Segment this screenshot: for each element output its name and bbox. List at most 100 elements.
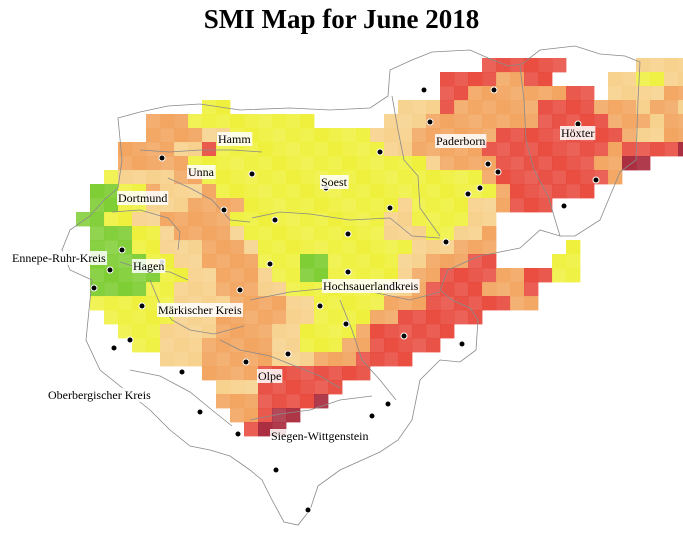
smi-cell xyxy=(468,240,483,255)
station-points xyxy=(90,86,600,514)
smi-cell xyxy=(412,226,427,241)
smi-cell xyxy=(538,58,553,73)
smi-cell xyxy=(482,184,497,199)
smi-cell xyxy=(202,142,217,157)
smi-cell xyxy=(90,268,105,283)
smi-cell xyxy=(202,282,217,297)
smi-cell xyxy=(678,72,683,87)
smi-cell xyxy=(566,254,581,269)
smi-cell xyxy=(440,100,455,115)
smi-cell xyxy=(650,142,665,157)
smi-cell xyxy=(230,184,245,199)
smi-cell xyxy=(342,324,357,339)
smi-cell xyxy=(384,114,399,129)
smi-cell xyxy=(342,128,357,143)
smi-cell xyxy=(300,128,315,143)
smi-cell xyxy=(370,184,385,199)
smi-cell xyxy=(538,100,553,115)
smi-cell xyxy=(580,142,595,157)
smi-cell xyxy=(384,128,399,143)
smi-cell xyxy=(552,142,567,157)
smi-cell xyxy=(412,310,427,325)
smi-cell xyxy=(356,268,371,283)
smi-cell xyxy=(412,156,427,171)
district-line-hamm xyxy=(139,149,263,153)
smi-cell xyxy=(356,170,371,185)
smi-cell xyxy=(258,268,273,283)
smi-cell xyxy=(356,226,371,241)
smi-cell xyxy=(300,268,315,283)
smi-cell xyxy=(132,338,147,353)
smi-cell xyxy=(412,254,427,269)
smi-cell xyxy=(230,408,245,423)
smi-cell xyxy=(90,240,105,255)
smi-cell xyxy=(286,282,301,297)
smi-cell xyxy=(454,282,469,297)
smi-cell xyxy=(482,72,497,87)
smi-cell xyxy=(384,254,399,269)
smi-cell xyxy=(426,310,441,325)
station-point xyxy=(384,400,392,408)
smi-cell xyxy=(384,170,399,185)
smi-cell xyxy=(356,310,371,325)
smi-cell xyxy=(538,170,553,185)
smi-cell xyxy=(664,86,679,101)
smi-cell xyxy=(608,170,623,185)
smi-cell xyxy=(426,254,441,269)
station-point xyxy=(266,260,274,268)
smi-cell xyxy=(552,268,567,283)
smi-cell xyxy=(622,114,637,129)
smi-cell xyxy=(426,170,441,185)
smi-cell xyxy=(258,142,273,157)
smi-cell xyxy=(468,282,483,297)
station-point xyxy=(342,320,350,328)
smi-cell xyxy=(412,128,427,143)
smi-cell xyxy=(132,156,147,171)
smi-cell xyxy=(230,226,245,241)
smi-cell xyxy=(272,198,287,213)
smi-cell xyxy=(370,254,385,269)
smi-cell xyxy=(496,142,511,157)
label-background xyxy=(157,303,243,317)
station-point xyxy=(110,344,118,352)
smi-cell xyxy=(258,338,273,353)
smi-cell xyxy=(272,268,287,283)
station-point xyxy=(484,160,492,168)
smi-cell xyxy=(566,184,581,199)
smi-cell xyxy=(146,226,161,241)
smi-cell xyxy=(174,198,189,213)
smi-cell xyxy=(132,310,147,325)
smi-cell xyxy=(482,254,497,269)
smi-cell xyxy=(258,296,273,311)
label-soest: Soest xyxy=(321,175,348,189)
station-point xyxy=(236,286,244,294)
smi-cell xyxy=(398,100,413,115)
label-background xyxy=(11,251,108,265)
smi-cell xyxy=(328,226,343,241)
smi-cell xyxy=(216,254,231,269)
smi-cell xyxy=(272,380,287,395)
station-point xyxy=(426,118,434,126)
smi-cell xyxy=(636,156,651,171)
district-line-maerkisch xyxy=(149,279,245,335)
smi-cell xyxy=(286,240,301,255)
smi-cell xyxy=(370,170,385,185)
smi-cell xyxy=(524,58,539,73)
smi-cell xyxy=(90,198,105,213)
smi-cell xyxy=(538,142,553,157)
smi-cell xyxy=(104,184,119,199)
smi-cell xyxy=(510,86,525,101)
smi-cell xyxy=(496,268,511,283)
smi-cell xyxy=(132,324,147,339)
smi-cell xyxy=(398,170,413,185)
smi-cell xyxy=(272,296,287,311)
smi-cell xyxy=(286,254,301,269)
smi-cell xyxy=(370,296,385,311)
smi-cell xyxy=(384,184,399,199)
station-point xyxy=(304,506,312,514)
label-hochsauerlandkreis: Hochsauerlandkreis xyxy=(323,279,419,293)
smi-cell xyxy=(118,268,133,283)
smi-cell xyxy=(510,100,525,115)
smi-cell xyxy=(398,352,413,367)
smi-cell xyxy=(188,142,203,157)
